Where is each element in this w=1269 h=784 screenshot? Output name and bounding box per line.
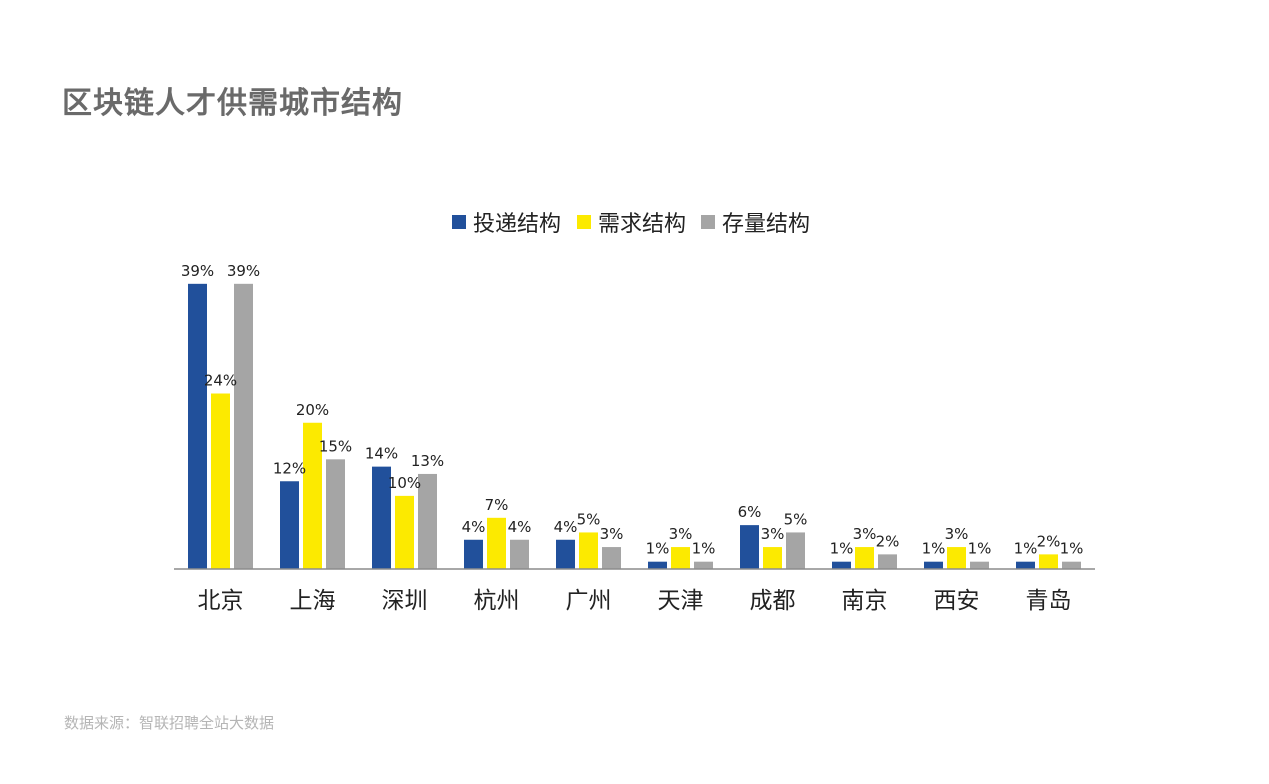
- bar-杭州-存量结构: [510, 539, 529, 569]
- data-label-南京-需求结构: 3%: [853, 525, 877, 543]
- x-tick-label-青岛: 青岛: [1026, 588, 1072, 614]
- data-label-广州-存量结构: 3%: [600, 525, 624, 543]
- bar-天津-存量结构: [694, 561, 713, 569]
- bar-深圳-需求结构: [395, 495, 414, 569]
- x-tick-label-天津: 天津: [658, 588, 704, 614]
- bar-西安-存量结构: [970, 561, 989, 569]
- bar-西安-投递结构: [924, 561, 943, 569]
- bar-北京-需求结构: [211, 393, 230, 569]
- chart-legend: 投递结构 需求结构 存量结构: [452, 212, 810, 237]
- data-label-北京-投递结构: 39%: [181, 262, 214, 280]
- bar-上海-存量结构: [326, 459, 345, 569]
- data-label-深圳-投递结构: 14%: [365, 445, 398, 463]
- bar-西安-需求结构: [947, 547, 966, 569]
- x-tick-label-深圳: 深圳: [382, 588, 428, 614]
- data-label-广州-需求结构: 5%: [577, 510, 601, 528]
- legend-swatch-投递结构: [452, 215, 466, 229]
- bar-成都-需求结构: [763, 547, 782, 569]
- data-label-天津-投递结构: 1%: [646, 540, 670, 558]
- data-label-深圳-存量结构: 13%: [411, 452, 444, 470]
- data-label-西安-投递结构: 1%: [922, 540, 946, 558]
- x-tick-label-南京: 南京: [842, 588, 888, 614]
- bar-青岛-投递结构: [1016, 561, 1035, 569]
- data-label-杭州-需求结构: 7%: [485, 496, 509, 514]
- data-label-青岛-投递结构: 1%: [1014, 540, 1038, 558]
- data-label-成都-投递结构: 6%: [738, 503, 762, 521]
- data-label-青岛-存量结构: 1%: [1060, 540, 1084, 558]
- data-label-西安-需求结构: 3%: [945, 525, 969, 543]
- legend-swatch-需求结构: [577, 215, 591, 229]
- data-label-成都-需求结构: 3%: [761, 525, 785, 543]
- bar-天津-投递结构: [648, 561, 667, 569]
- data-label-上海-投递结构: 12%: [273, 459, 306, 477]
- data-label-成都-存量结构: 5%: [784, 510, 808, 528]
- bar-南京-需求结构: [855, 547, 874, 569]
- data-label-深圳-需求结构: 10%: [388, 474, 421, 492]
- x-tick-label-上海: 上海: [290, 588, 336, 614]
- chart-bars: [188, 283, 1081, 569]
- bar-深圳-投递结构: [372, 466, 391, 569]
- bar-北京-投递结构: [188, 283, 207, 569]
- page-title: 区块链人才供需城市结构: [62, 86, 403, 121]
- x-axis-tick-labels: 北京 上海 深圳 杭州 广州 天津 成都 南京 西安 青岛: [198, 588, 1072, 614]
- bar-广州-投递结构: [556, 539, 575, 569]
- bar-成都-存量结构: [786, 532, 805, 569]
- legend-label-需求结构: 需求结构: [598, 212, 686, 237]
- legend-label-存量结构: 存量结构: [722, 212, 810, 237]
- bar-杭州-投递结构: [464, 539, 483, 569]
- data-label-天津-需求结构: 3%: [669, 525, 693, 543]
- data-label-北京-需求结构: 24%: [204, 372, 237, 390]
- bar-南京-存量结构: [878, 554, 897, 569]
- legend-label-投递结构: 投递结构: [473, 212, 561, 237]
- data-label-上海-需求结构: 20%: [296, 401, 329, 419]
- bar-上海-投递结构: [280, 481, 299, 569]
- data-label-广州-投递结构: 4%: [554, 518, 578, 536]
- bar-广州-需求结构: [579, 532, 598, 569]
- x-tick-label-北京: 北京: [198, 588, 244, 614]
- chart-value-labels: 39%24%39%12%20%15% 14%10%13%4%7%4% 4% 5%3%1…: [181, 262, 1084, 558]
- data-label-上海-存量结构: 15%: [319, 437, 352, 455]
- bar-青岛-存量结构: [1062, 561, 1081, 569]
- bar-上海-需求结构: [303, 422, 322, 569]
- legend-swatch-存量结构: [701, 215, 715, 229]
- bar-青岛-需求结构: [1039, 554, 1058, 569]
- bar-杭州-需求结构: [487, 517, 506, 569]
- bar-chart: 投递结构 需求结构 存量结构 39% 24% 39% 12% 20% 15% 14% 10% 13%…: [174, 212, 1095, 614]
- data-label-杭州-投递结构: 4%: [462, 518, 486, 536]
- data-label-天津-存量结构: 1%: [692, 540, 716, 558]
- bar-北京-存量结构: [234, 283, 253, 569]
- bar-成都-投递结构: [740, 525, 759, 569]
- data-label-杭州-存量结构: 4%: [508, 518, 532, 536]
- data-label-青岛-需求结构: 2%: [1037, 532, 1061, 550]
- source-note: 数据来源：智联招聘全站大数据: [64, 714, 275, 732]
- bar-天津-需求结构: [671, 547, 690, 569]
- data-label-北京-存量结构: 39%: [227, 262, 260, 280]
- x-tick-label-成都: 成都: [750, 588, 796, 614]
- bar-广州-存量结构: [602, 547, 621, 569]
- data-label-南京-投递结构: 1%: [830, 540, 854, 558]
- data-label-西安-存量结构: 1%: [968, 540, 992, 558]
- bar-南京-投递结构: [832, 561, 851, 569]
- data-label-南京-存量结构: 2%: [876, 532, 900, 550]
- x-tick-label-西安: 西安: [934, 588, 980, 614]
- x-tick-label-广州: 广州: [566, 588, 612, 614]
- x-tick-label-杭州: 杭州: [474, 588, 520, 614]
- bar-深圳-存量结构: [418, 473, 437, 569]
